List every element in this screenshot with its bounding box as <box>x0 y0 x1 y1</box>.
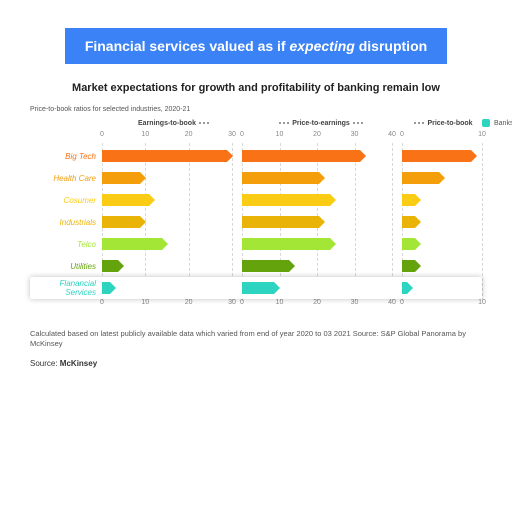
row-label: Big Tech <box>30 152 102 161</box>
bar <box>242 150 360 162</box>
axis-tick: 10 <box>141 131 149 138</box>
chart-row: Cosumer <box>30 189 482 211</box>
axis-tick: 0 <box>240 299 244 306</box>
axis-tick: 10 <box>276 299 284 306</box>
title-bar: Financial services valued as if expectin… <box>65 28 447 64</box>
axis-tick: 40 <box>388 131 396 138</box>
row-label: Telco <box>30 240 102 249</box>
chart-row: Flanancial Services <box>30 277 482 299</box>
axis: 010203040 <box>242 299 392 311</box>
panel-header: Price-to-book <box>402 120 482 127</box>
bar <box>102 260 118 272</box>
chart-row: Big Tech <box>30 145 482 167</box>
bar <box>242 216 319 228</box>
axis-tick: 10 <box>478 131 486 138</box>
source-prefix: Source: <box>30 359 60 368</box>
subtitle: Market expectations for growth and profi… <box>30 82 482 94</box>
axis-tick: 30 <box>351 299 359 306</box>
axis-tick: 10 <box>478 299 486 306</box>
footnote: Calculated based on latest publicly avai… <box>30 329 482 349</box>
legend: Banks <box>482 119 512 127</box>
axis-tick: 0 <box>400 131 404 138</box>
bar <box>242 194 330 206</box>
axis: 010 <box>402 299 482 311</box>
bar <box>102 172 140 184</box>
bar <box>102 238 162 250</box>
axis-tick: 30 <box>228 299 236 306</box>
bar <box>102 194 149 206</box>
panel-header: Price-to-earnings <box>246 120 396 127</box>
chart-row: Telco <box>30 233 482 255</box>
bar <box>102 216 140 228</box>
bar <box>402 172 439 184</box>
axis: 0102030 <box>102 131 232 143</box>
title-em: expecting <box>289 38 354 54</box>
axis: 0102030 <box>102 299 232 311</box>
bar <box>242 172 319 184</box>
chart-row: Utilities <box>30 255 482 277</box>
axis-tick: 20 <box>185 299 193 306</box>
bar <box>242 260 289 272</box>
bar <box>102 150 227 162</box>
legend-label: Banks <box>494 120 512 127</box>
row-label: Utilities <box>30 262 102 271</box>
axis-tick: 30 <box>228 131 236 138</box>
bar <box>402 194 415 206</box>
axis-tick: 0 <box>100 131 104 138</box>
axis-tick: 20 <box>313 131 321 138</box>
panel-header: Earnings-to-book <box>110 120 240 127</box>
axis-tick: 0 <box>240 131 244 138</box>
source-name: McKinsey <box>60 359 97 368</box>
chart: Earnings-to-book Price-to-earnings Price-t… <box>30 119 482 311</box>
bar <box>242 238 330 250</box>
axis-tick: 30 <box>351 131 359 138</box>
bar <box>402 216 415 228</box>
axis-tick: 20 <box>185 131 193 138</box>
bar <box>102 282 110 294</box>
row-label: Cosumer <box>30 196 102 205</box>
meta-row: Price-to-book ratios for selected indust… <box>30 106 482 113</box>
axis: 010203040 <box>242 131 392 143</box>
title-prefix: Financial services valued as if <box>85 38 290 54</box>
axis-tick: 0 <box>100 299 104 306</box>
chart-row: Health Care <box>30 167 482 189</box>
bar <box>242 282 274 294</box>
axis: 010 <box>402 131 482 143</box>
legend-swatch <box>482 119 490 127</box>
bar <box>402 282 407 294</box>
title-suffix: disruption <box>355 38 427 54</box>
bar <box>402 238 415 250</box>
axis-tick: 0 <box>400 299 404 306</box>
row-label: Health Care <box>30 174 102 183</box>
axis-tick: 40 <box>388 299 396 306</box>
chart-row: Industrials <box>30 211 482 233</box>
axis-tick: 10 <box>141 299 149 306</box>
bar <box>402 150 471 162</box>
bar <box>402 260 415 272</box>
axis-tick: 20 <box>313 299 321 306</box>
axis-tick: 10 <box>276 131 284 138</box>
meta-label: Price-to-book ratios for selected indust… <box>30 106 190 113</box>
source: Source: McKinsey <box>30 359 482 368</box>
row-label: Industrials <box>30 218 102 227</box>
row-label: Flanancial Services <box>30 279 102 297</box>
